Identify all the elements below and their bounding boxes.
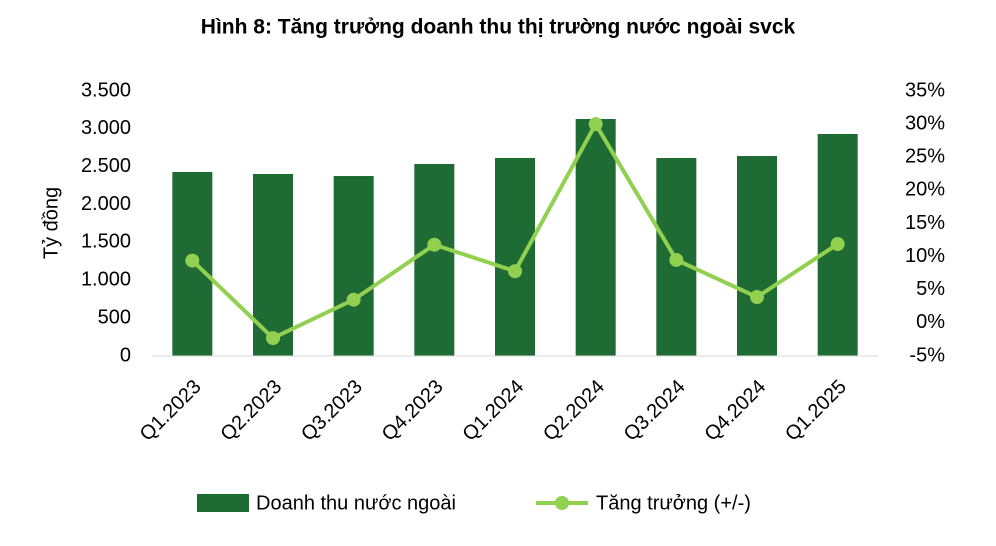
y2-tick-label: 10%: [905, 245, 945, 267]
legend-label: Doanh thu nước ngoài: [256, 492, 456, 514]
y2-tick-label: 15%: [905, 212, 945, 234]
line-marker: [185, 253, 200, 268]
y2-tick-label: 25%: [905, 146, 945, 168]
y-tick-label: 0: [120, 344, 131, 366]
bar: [333, 176, 374, 356]
line-marker: [346, 292, 361, 307]
x-tick-label: Q1.2024: [458, 376, 528, 446]
line-marker: [830, 237, 845, 252]
x-tick-label: Q4.2023: [378, 376, 448, 446]
line-marker: [508, 264, 522, 279]
legend-swatch: [197, 494, 249, 512]
bar: [575, 119, 616, 356]
y-tick-label: 3.000: [81, 117, 131, 139]
bar: [253, 173, 293, 356]
x-tick-label: Q3.2024: [620, 376, 690, 446]
y2-tick-label: -5%: [909, 344, 945, 366]
y-tick-label: 500: [98, 306, 131, 328]
legend-marker: [555, 496, 569, 510]
x-tick-label: Q2.2023: [216, 376, 286, 446]
y2-tick-label: 0%: [916, 311, 945, 333]
y-tick-label: 1.500: [81, 231, 131, 253]
line-marker: [266, 331, 280, 346]
bar: [737, 156, 777, 356]
line-marker: [588, 117, 603, 132]
x-tick-label: Q1.2023: [136, 376, 206, 446]
line-marker: [427, 237, 442, 252]
x-tick-label: Q3.2023: [297, 376, 367, 446]
y2-tick-label: 20%: [905, 179, 945, 201]
x-tick-label: Q1.2025: [781, 376, 851, 446]
x-tick-label: Q2.2024: [539, 376, 609, 446]
chart-title: Hình 8: Tăng trưởng doanh thu thị trường…: [201, 16, 796, 39]
bar: [414, 163, 455, 356]
line-marker: [669, 252, 684, 267]
y2-tick-label: 35%: [905, 79, 945, 101]
line-marker: [750, 290, 764, 305]
y-tick-label: 3.500: [81, 79, 131, 101]
y-tick-label: 2.000: [81, 193, 131, 215]
y-tick-label: 1.000: [81, 269, 131, 291]
x-tick-label: Q4.2024: [700, 376, 770, 446]
y-axis-label: Tỷ đồng: [40, 187, 62, 259]
bar: [495, 158, 535, 356]
legend-label: Tăng trưởng (+/-): [596, 492, 751, 514]
y2-tick-label: 30%: [905, 112, 945, 134]
y-tick-label: 2.500: [81, 155, 131, 177]
y2-tick-label: 5%: [916, 278, 945, 300]
